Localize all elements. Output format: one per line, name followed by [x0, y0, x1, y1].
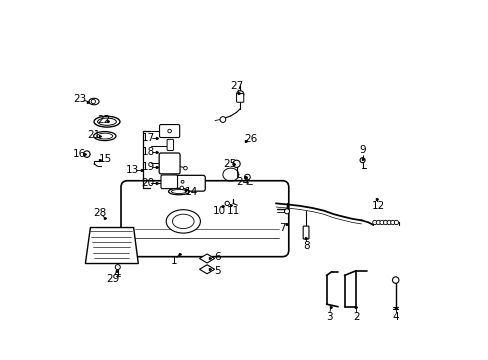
Circle shape	[83, 151, 90, 157]
Circle shape	[379, 220, 384, 225]
Text: 21: 21	[87, 130, 101, 140]
Text: 17: 17	[141, 132, 154, 143]
Text: 22: 22	[97, 114, 110, 125]
FancyBboxPatch shape	[159, 153, 180, 174]
FancyBboxPatch shape	[159, 125, 179, 138]
Text: 23: 23	[73, 94, 86, 104]
Circle shape	[115, 265, 120, 270]
Circle shape	[180, 186, 183, 190]
FancyBboxPatch shape	[167, 139, 173, 150]
Ellipse shape	[98, 118, 116, 125]
Ellipse shape	[97, 133, 113, 139]
Circle shape	[393, 220, 398, 225]
Circle shape	[244, 174, 250, 180]
FancyBboxPatch shape	[303, 226, 308, 239]
Text: 12: 12	[371, 201, 384, 211]
Circle shape	[383, 220, 387, 225]
Polygon shape	[199, 254, 214, 263]
Text: 28: 28	[93, 208, 106, 218]
Circle shape	[372, 220, 376, 225]
Text: 3: 3	[325, 312, 332, 322]
Text: 26: 26	[244, 134, 257, 144]
Text: 25: 25	[223, 159, 236, 169]
Circle shape	[232, 160, 240, 167]
Ellipse shape	[172, 214, 194, 229]
FancyBboxPatch shape	[121, 181, 288, 257]
Text: 9: 9	[359, 145, 365, 156]
Ellipse shape	[166, 210, 200, 233]
Text: 13: 13	[125, 165, 139, 175]
Text: 8: 8	[303, 240, 309, 251]
Text: 5: 5	[214, 266, 221, 276]
Circle shape	[392, 277, 398, 283]
Text: 7: 7	[279, 222, 285, 233]
Text: 16: 16	[73, 149, 86, 159]
Circle shape	[236, 91, 244, 98]
Circle shape	[284, 209, 289, 214]
Ellipse shape	[89, 98, 99, 105]
Circle shape	[183, 166, 187, 170]
Text: 14: 14	[184, 186, 198, 197]
FancyBboxPatch shape	[161, 175, 177, 189]
Circle shape	[359, 158, 365, 163]
Polygon shape	[85, 228, 138, 264]
Text: 18: 18	[141, 147, 154, 157]
Circle shape	[91, 99, 95, 104]
Ellipse shape	[94, 132, 116, 140]
Text: 15: 15	[99, 154, 112, 164]
Text: 27: 27	[229, 81, 243, 91]
FancyBboxPatch shape	[236, 94, 244, 102]
Polygon shape	[199, 265, 214, 274]
Circle shape	[375, 220, 380, 225]
Circle shape	[386, 220, 390, 225]
Circle shape	[390, 220, 394, 225]
Text: 20: 20	[141, 178, 154, 188]
Circle shape	[167, 129, 171, 133]
Circle shape	[181, 180, 183, 183]
Text: 6: 6	[214, 252, 221, 262]
Text: 2: 2	[352, 312, 359, 322]
FancyBboxPatch shape	[170, 175, 205, 191]
Ellipse shape	[94, 116, 120, 127]
Text: 29: 29	[106, 274, 120, 284]
Text: 4: 4	[391, 312, 398, 322]
Ellipse shape	[168, 188, 189, 195]
Text: 24: 24	[236, 177, 249, 187]
Circle shape	[224, 201, 229, 206]
Text: 10: 10	[212, 206, 225, 216]
Text: 1: 1	[171, 256, 177, 266]
Circle shape	[220, 117, 225, 122]
Text: 11: 11	[226, 206, 239, 216]
Text: 19: 19	[141, 162, 154, 172]
Ellipse shape	[171, 189, 186, 194]
